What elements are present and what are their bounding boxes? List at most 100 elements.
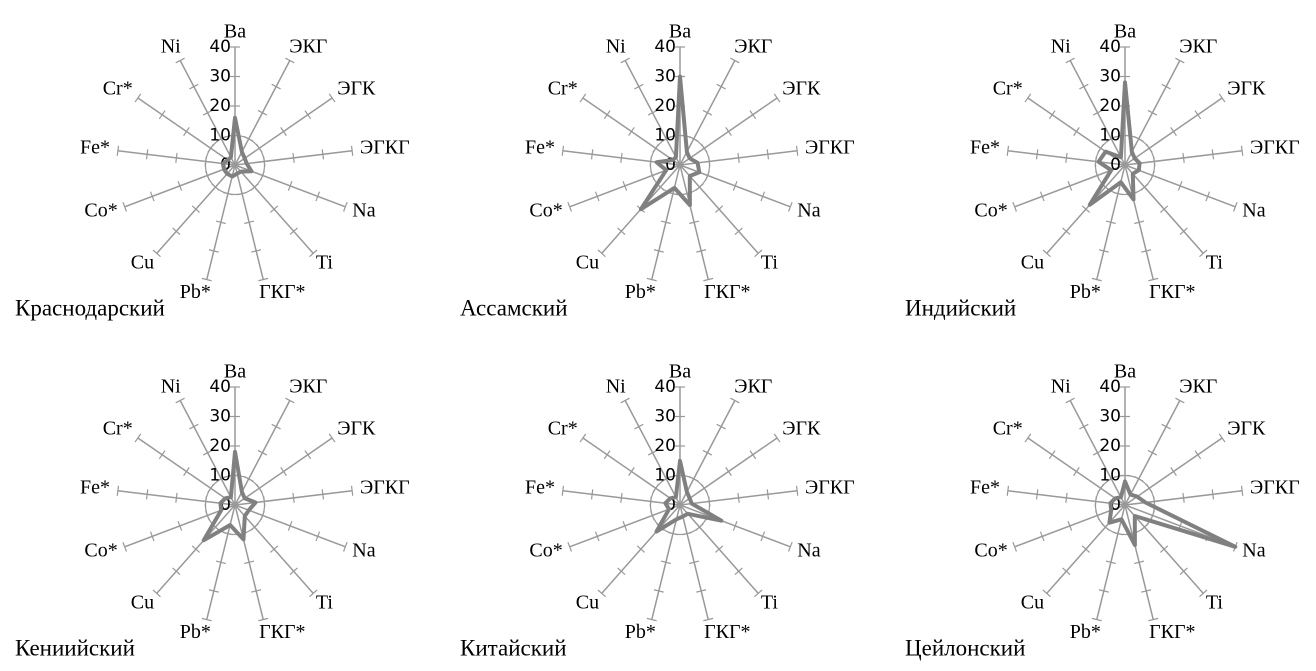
axis-label: ГКГ* [704,621,750,643]
tick-label: 40 [1099,37,1121,57]
axis-tick [244,136,254,142]
axis-tick [634,83,644,90]
axis-tick [1147,449,1158,456]
axis-tick [289,227,298,236]
axis-tick [350,145,354,156]
axis-tick [1153,496,1156,507]
axis-tick [760,531,766,542]
axis-label: Ni [1051,36,1071,58]
axis-tick [1012,541,1018,552]
axis-tick [1098,249,1109,253]
axis-tick [315,191,321,202]
axis-tick [342,201,348,212]
axis-tick [244,476,254,482]
axis-tick [620,152,623,163]
axis-tick [1091,277,1102,282]
axis-tick [661,476,671,482]
axis-tick [749,110,757,120]
axis-tick [315,531,321,542]
axis-tick [1067,521,1073,531]
axis-tick [202,449,213,456]
axis-label: Ba [224,21,246,43]
axis-tick [172,227,181,236]
axis-tick [1194,110,1202,120]
axis-tick [183,127,190,136]
tick-label: 40 [209,37,231,57]
axis-tick [689,220,700,225]
tick-label: 0 [1110,495,1121,515]
axis-tick [1106,136,1116,142]
axis-tick [653,249,664,253]
axis-tick [1177,181,1183,191]
axis-tick [292,492,295,503]
axis-tick [1199,589,1208,598]
axis-tick [590,149,594,160]
axis-label: Ni [606,376,626,398]
axis-tick [1105,220,1116,225]
tick-label: 0 [665,155,676,175]
axis-tick [1039,531,1045,542]
axis-tick [561,145,565,156]
axis-tick [1218,93,1226,103]
axis-tick [617,567,626,576]
tick-label: 20 [1099,436,1121,456]
axis-tick [251,249,262,253]
axis-tick [149,191,155,202]
axis-tick [1218,433,1226,443]
axis-tick [271,83,281,90]
axis-tick [1140,183,1149,191]
axis-tick [695,183,704,191]
axis-tick [309,589,318,598]
axis-tick [292,152,295,163]
axis-tick [594,531,600,542]
axis-tick [1145,483,1153,493]
axis-tick [222,191,233,196]
axis-label: Pb* [180,281,211,303]
chart-caption: Цейлонский [905,635,1025,660]
axis-label: ЭГК [782,78,821,100]
chart-caption: Кениийский [15,635,135,660]
axis-label: Fe* [80,477,110,499]
axis-tick [263,156,266,167]
axis-tick [1065,492,1068,503]
axis-tick [189,423,199,430]
tick-label: 10 [209,466,231,486]
axis-tick [1161,423,1171,430]
axis-tick [1194,450,1202,460]
axis-label: ЭГКГ [360,477,410,499]
axis-tick [754,589,763,598]
axis-tick [787,541,793,552]
axis-label: ЭГК [337,78,376,100]
axis-tick [207,143,215,153]
axis-tick [1073,127,1080,136]
data-line [221,115,254,179]
axis-label: ЭГКГ [805,137,855,159]
axis-tick [287,181,293,191]
axis-label: Co* [974,199,1007,221]
axis-tick [158,450,166,460]
axis-tick [215,220,226,225]
axis-label: ЭГК [337,418,376,440]
axis-tick [667,531,678,536]
axis-tick [636,545,646,553]
axis-label: Na [797,539,820,561]
axis-tick [122,541,128,552]
axis-label: ЭГКГ [805,477,855,499]
axis-tick [189,83,199,90]
data-line [201,449,258,543]
axis-tick [1134,220,1145,225]
axis-tick [1067,181,1073,191]
axis-tick [716,83,726,90]
axis-tick [285,57,295,64]
axis-tick [700,483,708,493]
axis-label: Co* [529,539,562,561]
axis-tick [175,492,178,503]
axis-tick [1048,450,1056,460]
axis-tick [1062,227,1071,236]
tick-label: 20 [209,436,231,456]
axis-tick [652,483,660,493]
axis-label: Na [352,199,375,221]
axis-label: Ni [161,376,181,398]
tick-label: 30 [654,67,676,87]
axis-label: Co* [529,199,562,221]
